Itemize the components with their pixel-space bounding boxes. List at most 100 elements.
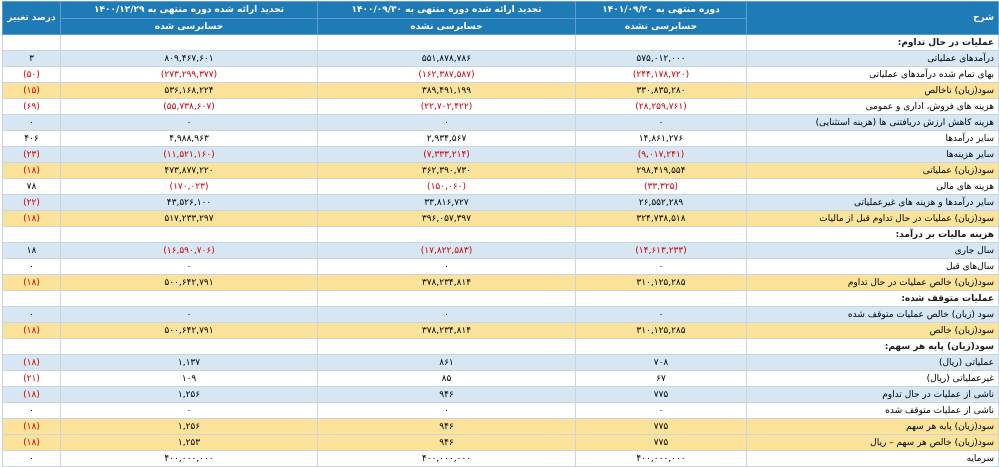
empty-cell <box>2 338 61 355</box>
change-cell: (۱۸) <box>2 162 61 179</box>
value-cell: ۵۰۰,۶۴۲,۷۹۱ <box>60 274 318 291</box>
change-cell: ۱۸ <box>2 242 61 259</box>
value-cell: ۹۴۶ <box>317 386 576 403</box>
change-cell: (۱۸) <box>2 210 61 227</box>
change-cell: ۰ <box>2 402 61 419</box>
row-label: ساير درآمدها و هزينه هاى غيرعملياتى <box>746 194 999 211</box>
table-row: سال‌های قبل ۰ ۰ ۰ ۰ <box>2 258 999 275</box>
value-cell: ۰ <box>575 306 747 323</box>
table-row: سرمایه ۴۰۰,۰۰۰,۰۰۰ ۴۰۰,۰۰۰,۰۰۰ ۴۰۰,۰۰۰,۰۰۰ ۰ <box>2 450 999 467</box>
value-cell: (۱۷۰,۰۲۳) <box>60 178 318 195</box>
section-title: عملیات در حال تداوم: <box>746 34 999 51</box>
value-cell: ۵۵۱,۸۷۸,۷۸۶ <box>317 50 576 67</box>
value-cell: ۶۷ <box>575 370 747 387</box>
value-cell: ۰ <box>317 306 576 323</box>
section-row: سود(زیان) پایه هر سهم: <box>2 338 999 355</box>
change-cell: ۰ <box>2 114 61 131</box>
section-title: عمليات متوقف شده: <box>746 290 999 307</box>
value-cell: ۵۱۷,۲۳۳,۲۹۷ <box>60 210 318 227</box>
row-label: سود(زیان) خالص عملیات در حال تداوم <box>746 274 999 291</box>
table-row: سود(زیان) خالص عملیات در حال تداوم ۳۱۰,۱۲… <box>2 274 999 291</box>
value-cell: ۸۰۹,۴۶۷,۶۰۱ <box>60 50 318 67</box>
table-row: هزینه کاهش ارزش دریافتنی ها (هزینه استثن… <box>2 114 999 131</box>
change-cell: (۲۱) <box>2 370 61 387</box>
table-row: سود(زیان) خالص هر سهم – ریال ۷۷۵ ۹۴۶ ۱,۲۵۳(… <box>2 434 999 451</box>
header-change: درصد تغییر <box>2 1 61 35</box>
value-cell: ۷۷۵ <box>575 434 747 451</box>
row-label: سال جاری <box>746 242 999 259</box>
table-row: هزينه هاى مالى (۳۳,۳۲۵) (۱۵۰,۰۶۰) (۱۷۰,۰۲۳)… <box>2 178 999 195</box>
table-body: عملیات در حال تداوم: درآمدهای عملیاتی ۵۷۵,… <box>2 34 999 467</box>
row-label: بهاى تمام شده درآمدهای عملیاتی <box>746 66 999 83</box>
table-row: ساير درآمدها ۱۴,۸۶۱,۲۷۶ ۲,۹۳۴,۵۶۷ ۴,۹۸۸,۹۶۳… <box>2 130 999 147</box>
header-status-3: حسابرسی شده <box>60 18 318 35</box>
row-label: سود(زیان) خالص هر سهم – ریال <box>746 434 999 451</box>
value-cell: ۰ <box>575 402 747 419</box>
change-cell: (۱۵) <box>2 82 61 99</box>
empty-cell <box>317 338 576 355</box>
value-cell: (۱۷,۸۲۲,۵۸۳) <box>317 242 576 259</box>
value-cell: ۱,۱۳۷ <box>60 354 318 371</box>
row-label: ساير درآمدها <box>746 130 999 147</box>
value-cell: ۲۶,۵۵۲,۲۸۹ <box>575 194 747 211</box>
change-cell: ۳ <box>2 50 61 67</box>
section-row: هزينه ماليات بر درآمد: <box>2 226 999 243</box>
value-cell: ۰ <box>317 402 576 419</box>
value-cell: ۳۶۲,۳۹۰,۷۳۰ <box>317 162 576 179</box>
row-label: ناشی از عملیات متوقف شده <box>746 402 999 419</box>
value-cell: ۴۳,۵۲۶,۱۰۰ <box>60 194 318 211</box>
value-cell: ۴۰۰,۰۰۰,۰۰۰ <box>317 450 576 467</box>
empty-cell <box>575 34 747 51</box>
table-row: سود (زيان) خالص عمليات متوقف شده ۰ ۰ ۰ ۰ <box>2 306 999 323</box>
row-label: عملیاتی (ریال) <box>746 354 999 371</box>
empty-cell <box>317 34 576 51</box>
value-cell: ۴۷۳,۸۷۷,۲۲۰ <box>60 162 318 179</box>
value-cell: ۷۰۸ <box>575 354 747 371</box>
value-cell: (۱۴,۶۱۳,۲۳۳) <box>575 242 747 259</box>
value-cell: ۰ <box>60 402 318 419</box>
header-period-3: تجدید ارائه شده دوره منتهی به ۱۴۰۰/۱۲/۲۹ <box>60 1 318 19</box>
value-cell: ۰ <box>317 258 576 275</box>
value-cell: ۵۳۶,۱۶۸,۲۲۴ <box>60 82 318 99</box>
row-label: غيرعملياتى (ريال) <box>746 370 999 387</box>
value-cell: ۳۸۹,۴۹۱,۱۹۹ <box>317 82 576 99</box>
row-label: سرمایه <box>746 450 999 467</box>
value-cell: ۷۷۵ <box>575 386 747 403</box>
value-cell: ۹۴۶ <box>317 418 576 435</box>
header-period-2: تجدید ارائه شده دوره منتهی به ۱۴۰۰/۰۹/۳۰ <box>317 1 576 19</box>
table-row: سود(زیان) ناخالص ۳۳۰,۸۳۵,۲۸۰ ۳۸۹,۴۹۱,۱۹۹ ۵۳… <box>2 82 999 99</box>
empty-cell <box>2 34 61 51</box>
row-label: سود(زیان) عملیاتی <box>746 162 999 179</box>
empty-cell <box>60 34 318 51</box>
table-row: بهاى تمام شده درآمدهای عملیاتی (۲۴۴,۱۷۸,۷… <box>2 66 999 83</box>
empty-cell <box>60 226 318 243</box>
section-title: سود(زیان) پایه هر سهم: <box>746 338 999 355</box>
table-row: ساير درآمدها و هزينه هاى غيرعملياتى ۲۶,۵۵… <box>2 194 999 211</box>
value-cell: ۱,۲۵۶ <box>60 418 318 435</box>
section-row: عمليات متوقف شده: <box>2 290 999 307</box>
empty-cell <box>317 290 576 307</box>
value-cell: (۷,۳۳۳,۲۱۴) <box>317 146 576 163</box>
change-cell: (۶۹) <box>2 98 61 115</box>
value-cell: ۱۴,۸۶۱,۲۷۶ <box>575 130 747 147</box>
table-row: سود(زیان) خالص ۳۱۰,۱۲۵,۲۸۵ ۳۷۸,۲۳۴,۸۱۴ ۵۰۰,… <box>2 322 999 339</box>
empty-cell <box>317 226 576 243</box>
value-cell: (۲۷۳,۲۹۹,۳۷۷) <box>60 66 318 83</box>
empty-cell <box>2 290 61 307</box>
value-cell: (۳۳,۳۲۵) <box>575 178 747 195</box>
value-cell: (۲۴۴,۱۷۸,۷۲۰) <box>575 66 747 83</box>
empty-cell <box>2 226 61 243</box>
value-cell: ۳۱۰,۱۲۵,۲۸۵ <box>575 322 747 339</box>
value-cell: ۱۰۹ <box>60 370 318 387</box>
value-cell: ۳۷۸,۲۳۴,۸۱۴ <box>317 322 576 339</box>
value-cell: ۳۳,۸۱۶,۷۲۷ <box>317 194 576 211</box>
value-cell: ۰ <box>575 114 747 131</box>
change-cell: (۱۸) <box>2 274 61 291</box>
table-row: درآمدهای عملیاتی ۵۷۵,۰۱۲,۰۰۰ ۵۵۱,۸۷۸,۷۸۶ ۸۰… <box>2 50 999 67</box>
table-row: غيرعملياتى (ريال) ۶۷ ۸۵ ۱۰۹ (۲۱) <box>2 370 999 387</box>
value-cell: ۵۷۵,۰۱۲,۰۰۰ <box>575 50 747 67</box>
table-row: هزينه هاى فروش، ادارى و عمومى (۲۸,۲۵۹,۷۶۱… <box>2 98 999 115</box>
empty-cell <box>575 290 747 307</box>
change-cell: (۱۸) <box>2 354 61 371</box>
